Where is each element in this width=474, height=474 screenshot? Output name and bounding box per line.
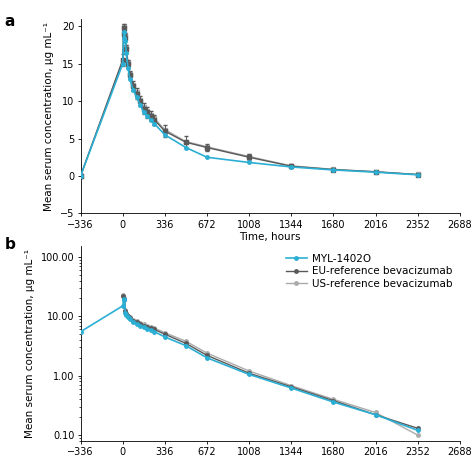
Y-axis label: Mean serum concentration, μg mL⁻¹: Mean serum concentration, μg mL⁻¹ <box>25 249 35 438</box>
Text: a: a <box>5 14 15 29</box>
X-axis label: Time, hours: Time, hours <box>239 232 301 242</box>
Text: b: b <box>5 237 16 252</box>
Y-axis label: Mean serum concentration, μg mL⁻¹: Mean serum concentration, μg mL⁻¹ <box>45 22 55 210</box>
Legend: MYL-1402O, EU-reference bevacizumab, US-reference bevacizumab: MYL-1402O, EU-reference bevacizumab, US-… <box>284 252 455 291</box>
